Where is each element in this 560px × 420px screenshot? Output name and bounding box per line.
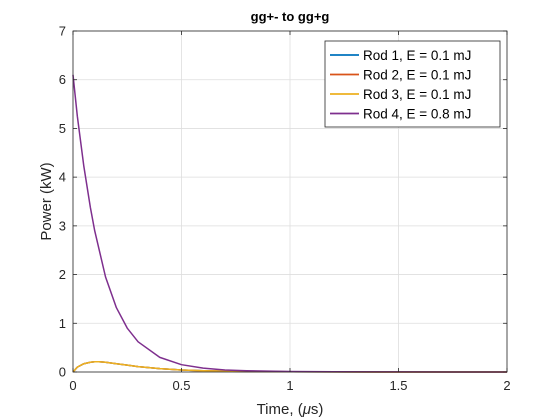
y-tick-label: 6 [59, 72, 66, 87]
x-tick-label: 1.5 [389, 378, 407, 393]
y-axis-label: Power (kW) [38, 162, 55, 240]
x-tick-label: 0.5 [172, 378, 190, 393]
legend-label-rod-2: Rod 2, E = 0.1 mJ [363, 68, 471, 83]
y-tick-label: 4 [59, 170, 66, 185]
y-tick-label: 0 [59, 365, 66, 380]
tick-marks [72, 30, 508, 373]
legend-label-rod-4: Rod 4, E = 0.8 mJ [363, 107, 471, 122]
y-tick-label: 2 [59, 267, 66, 282]
x-axis-label-suffix: s) [311, 401, 324, 418]
x-tick-label: 2 [503, 378, 510, 393]
legend-label-rod-3: Rod 3, E = 0.1 mJ [363, 87, 471, 102]
y-tick-label: 3 [59, 218, 66, 233]
y-tick-label: 1 [59, 316, 66, 331]
x-tick-label: 1 [286, 378, 293, 393]
y-tick-labels: 0 1 2 3 4 5 6 7 [59, 24, 66, 380]
legend: Rod 1, E = 0.1 mJ Rod 2, E = 0.1 mJ Rod 3,… [324, 40, 501, 128]
legend-label-rod-1: Rod 1, E = 0.1 mJ [363, 48, 471, 63]
x-axis-label-prefix: Time, ( [257, 401, 303, 418]
x-axis-label-symbol: μ [302, 401, 311, 418]
y-tick-label: 7 [59, 24, 66, 39]
x-tick-labels: 0 0.5 1 1.5 2 [69, 378, 510, 393]
x-tick-label: 0 [69, 378, 76, 393]
chart-title: gg+- to gg+g [251, 9, 330, 24]
y-tick-label: 5 [59, 121, 66, 136]
x-axis-label: Time, (μs) [257, 401, 324, 418]
